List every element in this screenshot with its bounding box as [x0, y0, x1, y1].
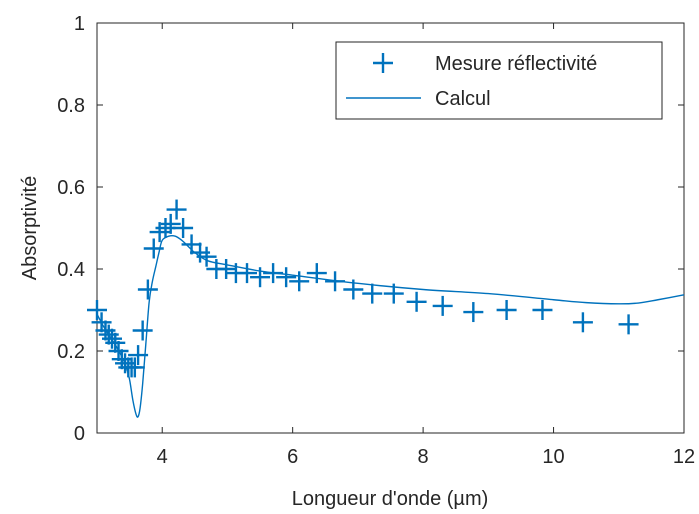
data-point-mesure [91, 312, 112, 333]
axes-ticks [97, 22, 685, 434]
data-point-mesure [87, 300, 107, 320]
x-tick-labels: 4 6 8 10 12 [157, 446, 695, 468]
x-tick-label: 10 [542, 446, 564, 468]
data-point-mesure [196, 246, 217, 267]
data-point-mesure [137, 279, 158, 300]
data-point-mesure [181, 234, 202, 255]
legend-label-mesure: Mesure réflectivité [435, 53, 597, 75]
y-tick-label: 1 [74, 13, 85, 35]
x-tick-label: 4 [157, 446, 168, 468]
data-point-mesure [216, 259, 237, 279]
data-point-mesure [406, 291, 427, 312]
data-point-mesure [124, 357, 145, 378]
series-layer [87, 199, 685, 418]
data-point-mesure [572, 312, 593, 333]
x-tick-label: 12 [673, 446, 695, 468]
data-point-mesure [263, 263, 284, 284]
data-point-mesure [155, 218, 176, 238]
data-point-mesure [102, 328, 123, 349]
x-tick-label: 8 [418, 446, 429, 468]
data-point-mesure [108, 341, 129, 361]
x-tick-label: 6 [287, 446, 298, 468]
data-point-mesure [383, 283, 404, 304]
y-tick-label: 0.8 [57, 95, 85, 117]
y-tick-labels: 0 0.2 0.4 0.6 0.8 1 [57, 13, 85, 445]
y-axis-label: Absorptivité [19, 176, 41, 281]
data-point-mesure [343, 279, 364, 300]
data-point-mesure [432, 295, 453, 316]
data-point-mesure [289, 271, 310, 292]
data-point-mesure [618, 314, 639, 335]
data-point-mesure [143, 238, 164, 259]
y-tick-label: 0.6 [57, 177, 85, 199]
legend: Mesure réflectivité Calcul [335, 41, 663, 120]
y-tick-label: 0.4 [57, 259, 85, 281]
legend-plus-marker-icon [373, 53, 393, 73]
data-point-mesure [276, 267, 297, 288]
data-point-mesure [237, 263, 258, 284]
data-point-mesure [160, 213, 181, 234]
data-point-mesure [496, 300, 517, 320]
data-point-mesure [132, 320, 153, 341]
data-point-mesure [532, 300, 553, 320]
data-point-mesure [362, 283, 383, 304]
y-tick-label: 0.2 [57, 341, 85, 363]
data-point-mesure [128, 345, 149, 366]
series-line-calcul [96, 234, 685, 418]
data-point-mesure [166, 199, 187, 220]
legend-label-calcul: Calcul [435, 88, 491, 110]
data-point-mesure [306, 263, 327, 284]
legend-box [335, 41, 663, 120]
x-axis-label: Longueur d'onde (µm) [292, 488, 489, 509]
data-point-mesure [325, 271, 346, 292]
y-tick-label: 0 [74, 423, 85, 445]
data-point-mesure [463, 302, 484, 323]
data-point-mesure [250, 267, 271, 288]
data-point-mesure [173, 218, 194, 238]
data-point-mesure [105, 332, 126, 353]
